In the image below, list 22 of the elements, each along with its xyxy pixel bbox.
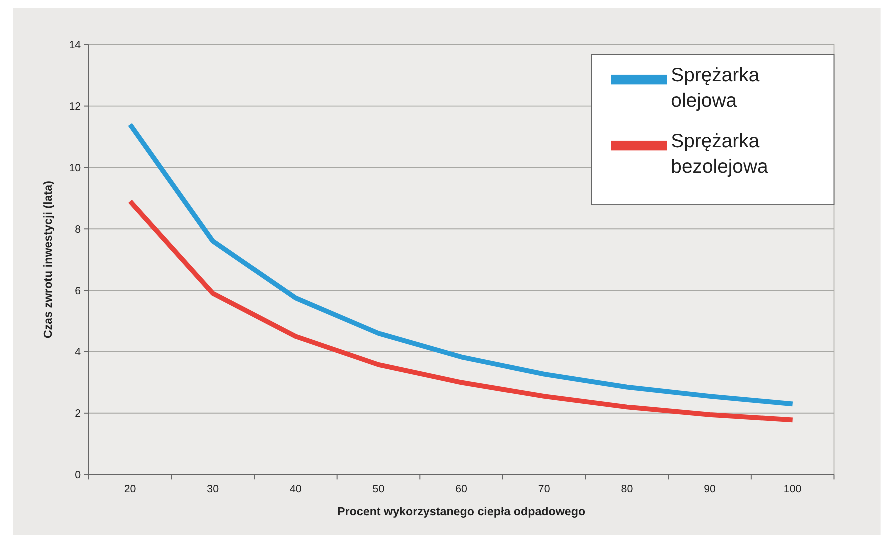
- y-tick-label: 10: [69, 162, 82, 174]
- x-tick-label: 100: [784, 483, 802, 496]
- y-tick-label: 4: [75, 346, 82, 359]
- x-tick-label: 20: [124, 483, 136, 496]
- legend-label: Sprężarka bezolejowa: [671, 130, 768, 178]
- x-tick-label: 30: [207, 483, 220, 496]
- line-series: [128, 122, 796, 407]
- y-tick-label: 8: [75, 224, 82, 236]
- x-tick-label: 40: [290, 483, 302, 496]
- y-tick-label: 2: [75, 408, 82, 420]
- y-tick-label: 0: [75, 470, 82, 482]
- y-tick-label: 6: [75, 285, 82, 298]
- x-tick-label: 50: [372, 483, 385, 496]
- x-axis-title: Procent wykorzystanego ciepła odpadowego: [338, 506, 586, 519]
- legend-label: Sprężarka olejowa: [671, 64, 760, 112]
- y-tick-label: 12: [69, 101, 82, 114]
- x-tick-label: 70: [538, 483, 550, 496]
- x-tick-label: 60: [456, 483, 468, 496]
- x-tick-label: 80: [621, 483, 634, 496]
- y-axis-title: Czas zwrotu inwestycji (lata): [42, 180, 55, 339]
- y-tick-label: 14: [69, 40, 82, 52]
- x-tick-label: 90: [704, 483, 716, 496]
